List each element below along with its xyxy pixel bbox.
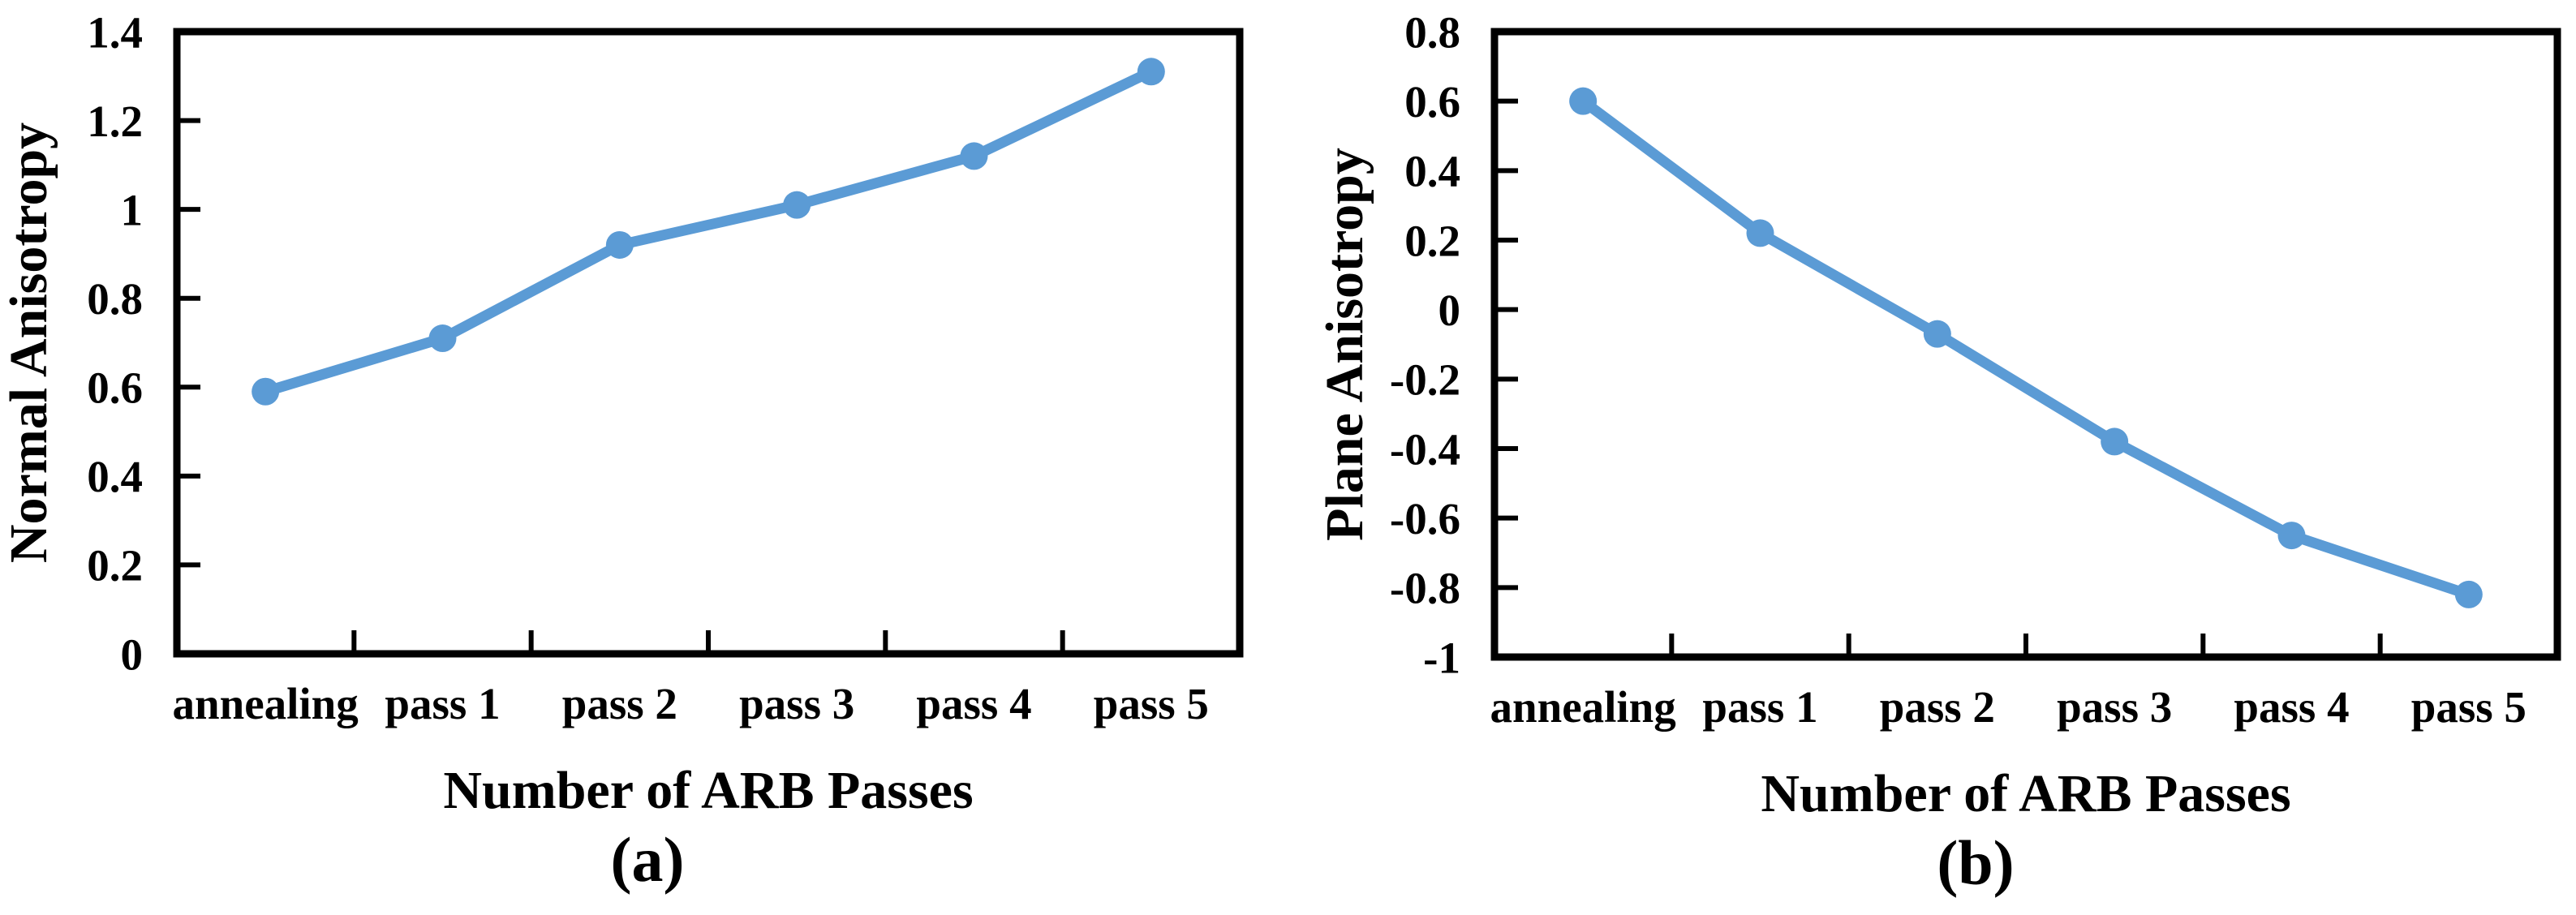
- data-point-annealing: [252, 377, 280, 406]
- data-point-annealing: [1569, 87, 1598, 115]
- x-tick-label: pass 2: [562, 679, 677, 728]
- chart-a-canvas: 0 0.2 0.4 0.6 0.8 1 1.2 1.4 annealing pass 1 pass …: [0, 7, 1244, 895]
- data-point-pass-2: [605, 230, 634, 259]
- data-point-pass-4: [2277, 522, 2306, 550]
- y-tick-label: -0.4: [1390, 424, 1460, 474]
- y-tick-label: 0: [121, 629, 144, 679]
- y-tick-label: 0.8: [87, 274, 143, 324]
- x-tick-label: pass 4: [2234, 682, 2349, 732]
- x-tick-label: pass 3: [2057, 682, 2172, 732]
- y-tick-label: 0.4: [87, 452, 143, 501]
- x-tick-label: pass 1: [1702, 682, 1817, 732]
- x-tick-label: pass 5: [1094, 679, 1209, 728]
- y-tick-label: -0.6: [1390, 494, 1460, 543]
- y-tick-label: 0.2: [87, 541, 143, 591]
- x-tick-label: pass 5: [2411, 682, 2527, 732]
- y-axis-title: Normal Anisotropy: [0, 122, 58, 563]
- data-line: [260, 66, 1157, 397]
- y-axis-title: Plane Anisotropy: [1315, 148, 1374, 541]
- y-tick-label: -0.2: [1390, 355, 1460, 405]
- data-line: [1577, 96, 2475, 600]
- y-tick-label: 1: [121, 185, 144, 234]
- x-tick-label: pass 4: [916, 679, 1031, 728]
- data-point-pass-5: [1137, 58, 1165, 86]
- plot-border: [173, 28, 1244, 658]
- data-point-pass-1: [428, 324, 457, 353]
- panel-caption: (a): [611, 824, 685, 895]
- panel-caption: (b): [1937, 827, 2014, 898]
- data-point-pass-3: [783, 191, 811, 219]
- y-tick-label: 0.2: [1404, 216, 1460, 265]
- y-tick-label: -1: [1423, 633, 1460, 682]
- x-tick-label: pass 1: [385, 679, 500, 728]
- x-tick-label: annealing: [173, 679, 359, 728]
- x-tick-label: pass 3: [739, 679, 854, 728]
- chart-a: 0 0.2 0.4 0.6 0.8 1 1.2 1.4 annealing pass 1 pass …: [0, 7, 1244, 895]
- data-point-pass-1: [1746, 219, 1774, 247]
- y-tick-label: 1.2: [87, 97, 143, 146]
- y-tick-label: 1.4: [87, 7, 143, 57]
- data-point-pass-4: [960, 142, 988, 170]
- data-point-pass-2: [1923, 320, 1951, 348]
- y-tick-label: 0.4: [1404, 147, 1460, 196]
- y-tick-label: 0.6: [1404, 77, 1460, 127]
- x-tick-label: annealing: [1490, 682, 1676, 732]
- x-axis-title: Number of ARB Passes: [1761, 764, 2290, 823]
- y-tick-label: -0.8: [1390, 564, 1460, 613]
- x-tick-label: pass 2: [1880, 682, 1995, 732]
- y-tick-label: 0.6: [87, 363, 143, 413]
- data-point-pass-3: [2101, 427, 2129, 456]
- plot-border: [1490, 28, 2561, 661]
- y-tick-label: 0: [1439, 286, 1461, 335]
- data-point-pass-5: [2454, 580, 2483, 608]
- chart-b: -1 -0.8 -0.6 -0.4 -0.2 0 0.2 0.4 0.6 0.8 annealing…: [1288, 0, 2575, 915]
- chart-b-canvas: -1 -0.8 -0.6 -0.4 -0.2 0 0.2 0.4 0.6 0.8 annealing…: [1315, 7, 2561, 898]
- y-tick-label: 0.8: [1404, 7, 1460, 57]
- x-axis-title: Number of ARB Passes: [443, 761, 973, 820]
